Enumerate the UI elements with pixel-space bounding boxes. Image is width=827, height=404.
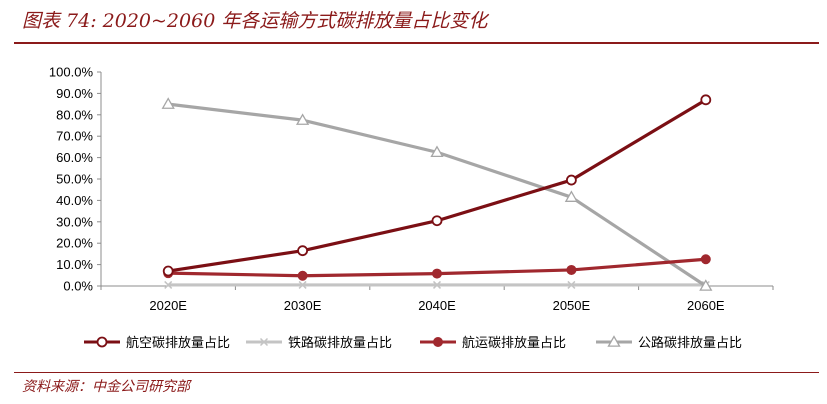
point-circle-filled [566, 264, 577, 275]
y-tick-label: 10.0% [56, 257, 93, 272]
source-rule [14, 372, 819, 373]
point-circle-filled [433, 337, 443, 347]
x-tick-label: 2060E [687, 298, 725, 313]
figure-title: 图表 74: 2020~2060 年各运输方式碳排放量占比变化 [22, 10, 488, 32]
point-circle-filled [432, 268, 442, 279]
point-circle-open [96, 336, 108, 348]
series-4 [161, 97, 713, 291]
title-rule [14, 42, 819, 44]
legend-label: 铁路碳排放量占比 [288, 335, 392, 350]
y-tick-label: 30.0% [56, 214, 93, 229]
x-tick-label: 2020E [149, 298, 187, 313]
x-tick-label: 2050E [553, 298, 591, 313]
point-x [567, 280, 576, 289]
point-circle-open [297, 245, 309, 257]
point-x [432, 280, 442, 289]
point-circle-filled [297, 270, 308, 281]
y-tick-label: 50.0% [56, 172, 93, 187]
point-triangle-open [607, 335, 621, 347]
y-tick-label: 100.0% [49, 65, 94, 80]
legend-item-3: 航运碳排放量占比 [420, 335, 566, 350]
series-line [167, 98, 707, 273]
series-1 [162, 94, 712, 277]
point-triangle-open [295, 113, 310, 125]
legend-item-4: 公路碳排放量占比 [596, 335, 742, 350]
line-chart: 0.0% 10.0% 20.0% 30.0% 40.0% 50.0% 60.0% 70.0% 8… [49, 65, 774, 350]
legend-item-1: 航空碳排放量占比 [84, 335, 230, 350]
y-tick-label: 90.0% [56, 86, 93, 101]
y-tick-label: 0.0% [63, 279, 93, 294]
y-tick-label: 70.0% [56, 129, 93, 144]
y-tick-label: 20.0% [56, 236, 93, 251]
x-tick-label: 2030E [284, 298, 322, 313]
legend-label: 公路碳排放量占比 [638, 335, 742, 350]
series-2 [164, 280, 710, 289]
y-tick-label: 40.0% [56, 193, 93, 208]
y-tick-label: 80.0% [56, 107, 93, 122]
point-triangle-open [564, 190, 579, 202]
point-x [259, 337, 269, 347]
point-x [298, 280, 307, 289]
point-circle-open [700, 94, 712, 106]
point-triangle-open [161, 97, 175, 109]
y-tick-label: 60.0% [56, 150, 93, 165]
legend-label: 航空碳排放量占比 [126, 335, 230, 350]
point-x [164, 280, 173, 289]
point-circle-open [431, 215, 443, 227]
point-circle-filled [700, 254, 711, 265]
point-circle-open [566, 174, 577, 186]
legend-label: 航运碳排放量占比 [462, 335, 566, 350]
source-note: 资料来源：中金公司研究部 [22, 379, 190, 395]
point-triangle-open [430, 145, 444, 158]
x-tick-label: 2040E [418, 298, 456, 313]
point-triangle-open [699, 279, 713, 291]
legend-item-2: 铁路碳排放量占比 [246, 335, 392, 350]
point-circle-open [162, 265, 174, 277]
